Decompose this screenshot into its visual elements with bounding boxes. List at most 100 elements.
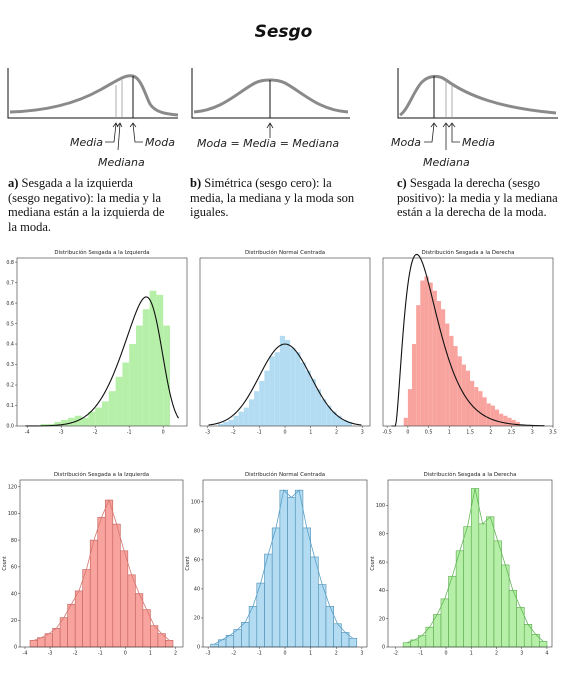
histogram-bar <box>321 399 327 426</box>
x-tick-label: -3 <box>48 651 53 657</box>
histogram-bar <box>441 309 446 426</box>
x-tick-label: 2 <box>489 430 492 436</box>
histogram-bar <box>256 582 265 648</box>
histogram-bar <box>274 352 280 426</box>
plot-frame <box>387 479 553 648</box>
histogram-bar <box>403 417 408 426</box>
histogram-bar <box>37 637 46 648</box>
histogram-bar <box>331 411 337 426</box>
x-tick-label: -2 <box>231 430 236 436</box>
density-curve <box>391 253 545 427</box>
y-tick-label: 100 <box>191 499 200 505</box>
x-tick-label: -1 <box>98 651 103 657</box>
y-tick-label: 0.1 <box>6 403 14 409</box>
histogram-bar <box>486 516 495 648</box>
y-tick-label: 120 <box>8 484 17 490</box>
x-tick-label: 0 <box>444 651 447 657</box>
sketch-left-curve <box>9 74 179 117</box>
sketch-sym-axis <box>191 68 350 119</box>
histogram-bar <box>305 370 311 426</box>
histogram-bar <box>241 622 250 648</box>
histogram-bar <box>503 415 508 426</box>
histogram-bar <box>104 499 114 648</box>
histogram-bar <box>501 564 510 648</box>
histogram-bar <box>531 633 540 648</box>
histogram-bar <box>47 423 55 426</box>
sketch-sym-label: Moda = Media = Mediana <box>197 137 339 150</box>
histogram-bar <box>310 556 319 648</box>
x-tick-label: 2 <box>335 430 338 436</box>
y-tick-label: 80 <box>194 529 200 535</box>
x-tick-label: -1 <box>257 651 262 657</box>
y-tick-label: 60 <box>379 560 385 566</box>
histogram-bar <box>470 380 475 426</box>
y-tick-label: 80 <box>379 531 385 537</box>
x-tick-label: 0 <box>162 430 165 436</box>
x-tick-label: -2 <box>73 651 78 657</box>
histogram-bar <box>463 526 472 648</box>
y-tick-label: 0.5 <box>6 321 14 327</box>
y-tick-label: 80 <box>11 538 17 544</box>
histogram-bar <box>436 301 442 426</box>
x-tick-label: 0 <box>283 430 286 436</box>
chart-title: Distribución Sesgada a la Izquierda <box>54 249 149 256</box>
x-tick-label: -4 <box>25 430 30 436</box>
histogram-bar <box>470 488 480 648</box>
chart-6: Distribución Sesgada a la Derecha -2 -1 0 1 2… <box>370 471 553 657</box>
histogram-bar <box>136 325 143 426</box>
chart-5: Distribución Normal Centrada -3 -2 -1 0 1 2 3 0 2… <box>185 471 368 657</box>
sketch-right-mediana-label: Mediana <box>423 156 470 169</box>
x-tick-label: 4 <box>545 651 548 657</box>
histogram-bar <box>295 352 301 426</box>
histogram-bar <box>474 387 479 426</box>
histogram-bar <box>269 356 275 426</box>
x-tick-label: 1 <box>448 430 451 436</box>
histogram-bar <box>428 282 433 426</box>
x-tick-label: 0.5 <box>425 430 433 436</box>
plot-frame <box>16 257 188 427</box>
histogram-bar <box>115 376 123 426</box>
histogram-bar <box>210 643 219 648</box>
x-tick-label: -1 <box>127 430 132 436</box>
y-tick-label: 0.0 <box>6 424 14 430</box>
histogram-bar <box>29 640 38 648</box>
y-tick-label: 0 <box>382 645 385 651</box>
histogram-bar <box>310 378 316 426</box>
histogram-bar <box>149 290 157 426</box>
x-tick-label: 0 <box>124 651 127 657</box>
histogram-bar <box>294 489 304 648</box>
description-text-a: Sesgada a la izquierda (sesgo negativo):… <box>8 176 165 234</box>
histogram-bar <box>61 419 68 426</box>
sketch-symmetric: Moda = Media = Mediana <box>191 68 350 150</box>
description-text-c: Sesgada la derecha (sesgo positivo): la … <box>397 176 558 219</box>
x-tick-label: 1 <box>149 651 152 657</box>
x-tick-label: 1 <box>309 651 312 657</box>
page-title: Sesgo <box>254 22 313 42</box>
chart-title: Distribución Normal Centrada <box>245 471 325 478</box>
sketch-left-axis <box>7 68 178 119</box>
histogram-bar <box>465 370 471 426</box>
description-letter-c: c) <box>397 176 407 190</box>
kde-line <box>406 488 544 644</box>
histogram-bar <box>233 629 242 648</box>
histogram-bar <box>341 419 347 426</box>
histogram-bar <box>336 415 342 426</box>
histogram-bar <box>290 348 296 426</box>
sketch-sym-arrow <box>266 122 274 138</box>
sketch-right-skewed: Moda Mediana Media <box>391 68 558 169</box>
chart-title: Distribución Sesgada a la Derecha <box>424 471 517 478</box>
description-letter-b: b) <box>190 176 202 190</box>
histogram-bar <box>254 391 260 426</box>
histogram-bar <box>44 633 53 648</box>
histogram-bar <box>285 339 291 426</box>
sketch-left-moda-label: Moda <box>145 136 175 149</box>
histogram-bar <box>142 309 150 426</box>
histogram-bar <box>508 590 517 648</box>
histogram-bar <box>448 575 457 648</box>
chart-4: Distribución Sesgada a la Izquierda -4 -3 -… <box>2 471 184 657</box>
description-left-skewed: a) Sesgada a la izquierda (sesgo negativ… <box>8 176 168 234</box>
y-tick-label: 0 <box>197 645 200 651</box>
histogram-bar <box>89 539 99 648</box>
histogram-bar <box>432 290 437 426</box>
